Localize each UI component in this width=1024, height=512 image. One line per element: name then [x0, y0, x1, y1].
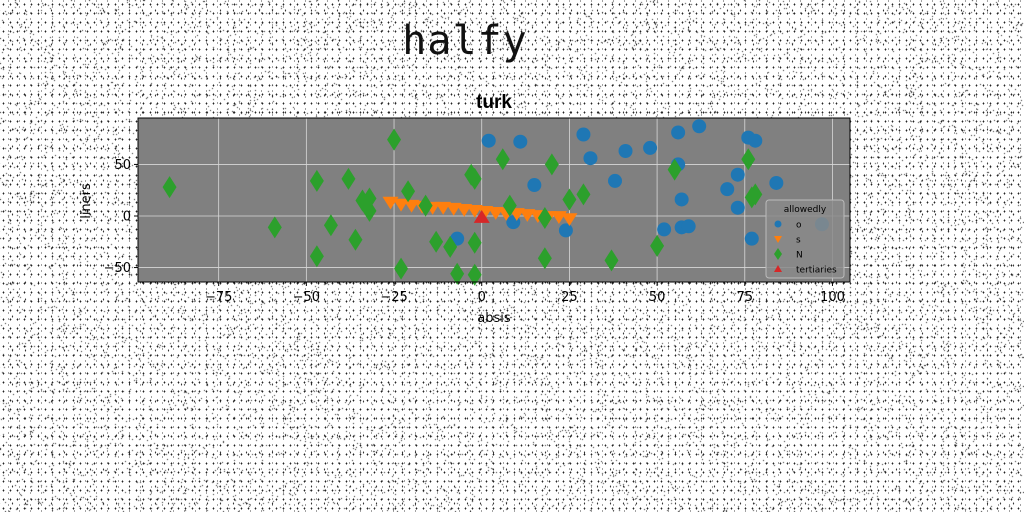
data-point [362, 187, 377, 210]
data-point [502, 194, 517, 217]
data-point [667, 158, 682, 181]
data-point [730, 167, 745, 182]
data-point [443, 235, 458, 258]
data-point [348, 228, 363, 251]
data-point [604, 249, 619, 272]
legend-label: s [796, 236, 801, 246]
chart-title: turk [476, 92, 512, 113]
data-point [692, 119, 707, 134]
series-s [382, 196, 578, 227]
data-point [323, 214, 338, 237]
data-point [341, 167, 356, 190]
data-point [467, 231, 482, 254]
x-tick-label: −75 [205, 290, 232, 305]
data-point [401, 180, 416, 203]
data-point [513, 134, 528, 149]
data-point [481, 133, 496, 148]
data-point [748, 133, 763, 148]
data-point [309, 245, 324, 268]
data-point [720, 182, 735, 197]
data-point [650, 234, 665, 257]
data-point [394, 257, 409, 280]
data-point [561, 213, 578, 227]
data-point [537, 207, 552, 230]
figure-title: halfy [402, 18, 528, 64]
data-point [583, 151, 598, 166]
data-point [576, 127, 591, 142]
y-tick-label: −50 [104, 261, 131, 276]
data-point [744, 186, 759, 209]
x-tick-label: 0 [478, 290, 486, 305]
data-point [537, 247, 552, 270]
data-point [362, 199, 377, 222]
data-point [769, 175, 784, 190]
legend-marker [774, 220, 782, 228]
x-tick-label: 75 [737, 290, 754, 305]
data-point [671, 125, 686, 140]
plot-background [138, 118, 850, 282]
data-point [467, 263, 482, 286]
x-axis-label: absis [477, 311, 511, 326]
data-point [618, 144, 633, 159]
data-point [730, 200, 745, 215]
data-point [558, 223, 573, 238]
legend-label: tertiaries [796, 266, 837, 276]
legend-title: allowedly [784, 205, 827, 215]
data-point [495, 148, 510, 171]
data-point [608, 173, 623, 188]
legend-marker [774, 248, 782, 260]
data-point [429, 230, 444, 253]
y-axis-label: liners [79, 183, 94, 219]
data-point [681, 219, 696, 234]
data-point [387, 128, 402, 151]
data-point [162, 176, 177, 199]
data-point [467, 167, 482, 190]
y-tick-label: 50 [114, 158, 131, 173]
series-tertiaries [473, 210, 490, 223]
series-o [450, 119, 829, 246]
legend-marker [774, 265, 782, 272]
data-point [527, 178, 542, 193]
data-point [544, 153, 559, 176]
data-point [741, 148, 756, 171]
data-point [267, 216, 282, 239]
legend-marker [774, 236, 782, 243]
data-point [643, 140, 658, 155]
x-tick-label: −50 [293, 290, 320, 305]
legend-label: o [796, 221, 802, 231]
x-tick-label: 50 [649, 290, 666, 305]
data-point [657, 222, 672, 237]
data-point [576, 183, 591, 206]
data-point [450, 262, 465, 285]
data-point [418, 194, 433, 217]
data-point [309, 169, 324, 192]
x-tick-label: 100 [820, 290, 845, 305]
data-point [562, 188, 577, 211]
data-point [473, 210, 490, 223]
data-point [744, 231, 759, 246]
data-point [674, 192, 689, 207]
series-n [162, 128, 763, 286]
legend-label: N [796, 251, 803, 261]
plot-frame [137, 117, 851, 283]
plot-area: −75 −50 −25 0 25 50 75 100 −50 0 50 [104, 117, 851, 305]
x-tick-label: 25 [561, 290, 578, 305]
x-tick-label: −25 [380, 290, 407, 305]
legend-box [765, 199, 845, 279]
y-tick-label: 0 [123, 209, 131, 224]
